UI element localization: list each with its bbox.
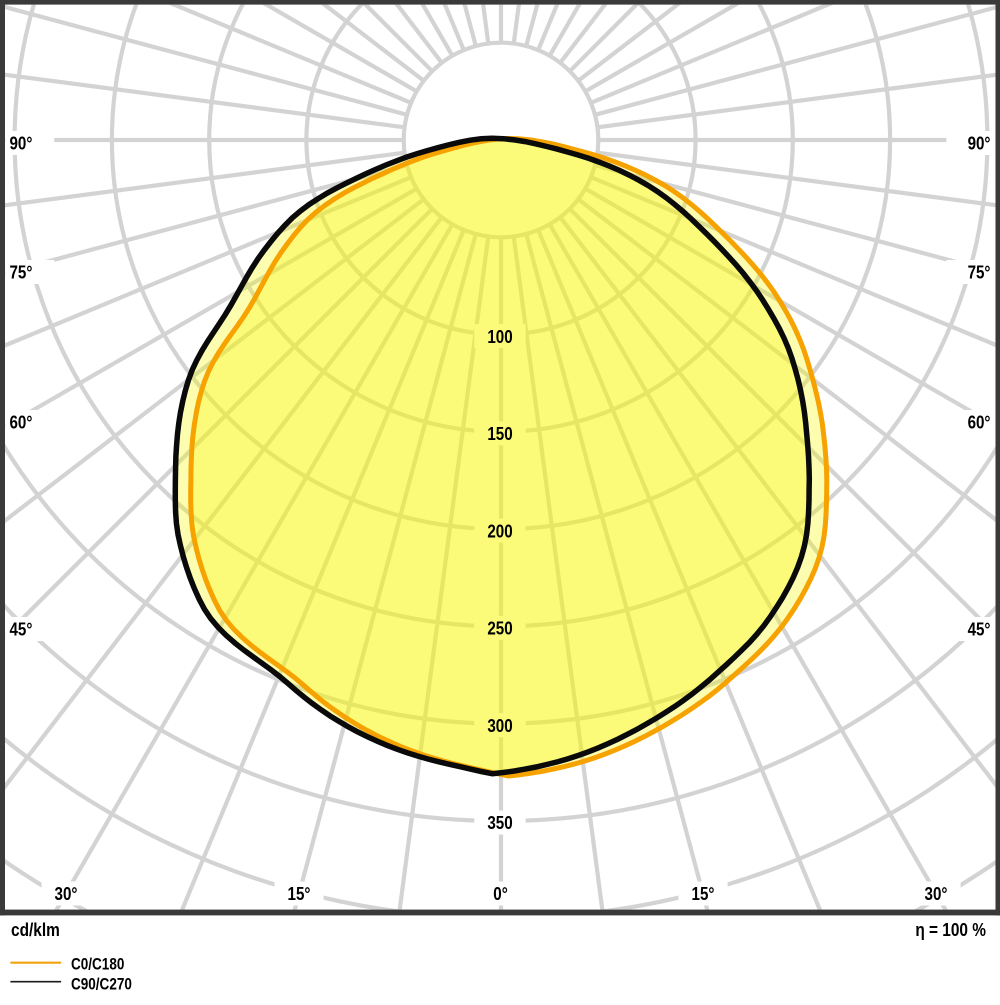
svg-text:C90/C270: C90/C270 — [71, 975, 132, 994]
svg-text:cd/klm: cd/klm — [11, 919, 60, 941]
svg-text:η = 100 %: η = 100 % — [915, 919, 986, 941]
svg-text:60°: 60° — [968, 412, 991, 433]
svg-text:250: 250 — [487, 618, 512, 639]
svg-text:200: 200 — [487, 521, 512, 542]
svg-text:30°: 30° — [925, 884, 948, 905]
svg-text:90°: 90° — [10, 133, 33, 154]
svg-text:60°: 60° — [10, 412, 33, 433]
svg-text:150: 150 — [487, 424, 512, 445]
svg-text:75°: 75° — [968, 262, 991, 283]
svg-text:15°: 15° — [288, 884, 311, 905]
svg-text:75°: 75° — [10, 262, 33, 283]
svg-text:45°: 45° — [10, 619, 33, 640]
svg-text:350: 350 — [487, 813, 512, 834]
svg-text:30°: 30° — [55, 884, 78, 905]
svg-text:15°: 15° — [692, 884, 715, 905]
svg-text:45°: 45° — [968, 619, 991, 640]
svg-text:300: 300 — [487, 715, 512, 736]
svg-text:C0/C180: C0/C180 — [71, 955, 124, 974]
svg-text:100: 100 — [487, 326, 512, 347]
svg-text:0°: 0° — [493, 884, 508, 905]
svg-text:90°: 90° — [968, 133, 991, 154]
